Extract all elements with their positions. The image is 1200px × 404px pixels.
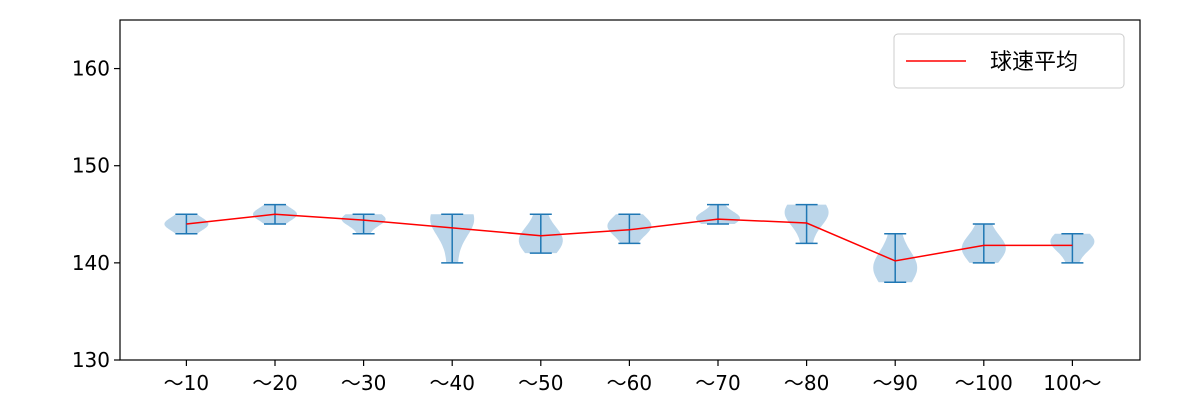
y-tick-label: 140	[72, 251, 110, 275]
average-speed-line	[186, 213, 1073, 262]
line-layer	[186, 213, 1073, 262]
legend-label: 球速平均	[990, 50, 1078, 75]
x-tick-label: ～80	[784, 371, 829, 395]
x-tick-label: ～90	[872, 371, 917, 395]
x-tick-label: ～30	[341, 371, 386, 395]
x-tick-label: ～20	[252, 371, 297, 395]
x-tick-label: ～60	[607, 371, 652, 395]
x-tick-label: ～50	[518, 371, 563, 395]
x-tick-label: ～10	[164, 371, 209, 395]
legend: 球速平均	[893, 33, 1125, 89]
y-tick-label: 130	[72, 348, 110, 372]
axis-layer: 130 140 150 160 ～10 ～20 ～30 ～40 ～50 ～60 ～70 ～80 ～90 ～…	[72, 19, 1141, 395]
x-tick-label: ～40	[429, 371, 474, 395]
y-tick-label: 160	[72, 57, 110, 81]
y-tick-label: 150	[72, 154, 110, 178]
x-tick-label: ～100	[955, 371, 1013, 395]
x-tick-label: 100～	[1043, 371, 1101, 395]
x-tick-label: ～70	[695, 371, 740, 395]
legend-box	[893, 33, 1125, 89]
